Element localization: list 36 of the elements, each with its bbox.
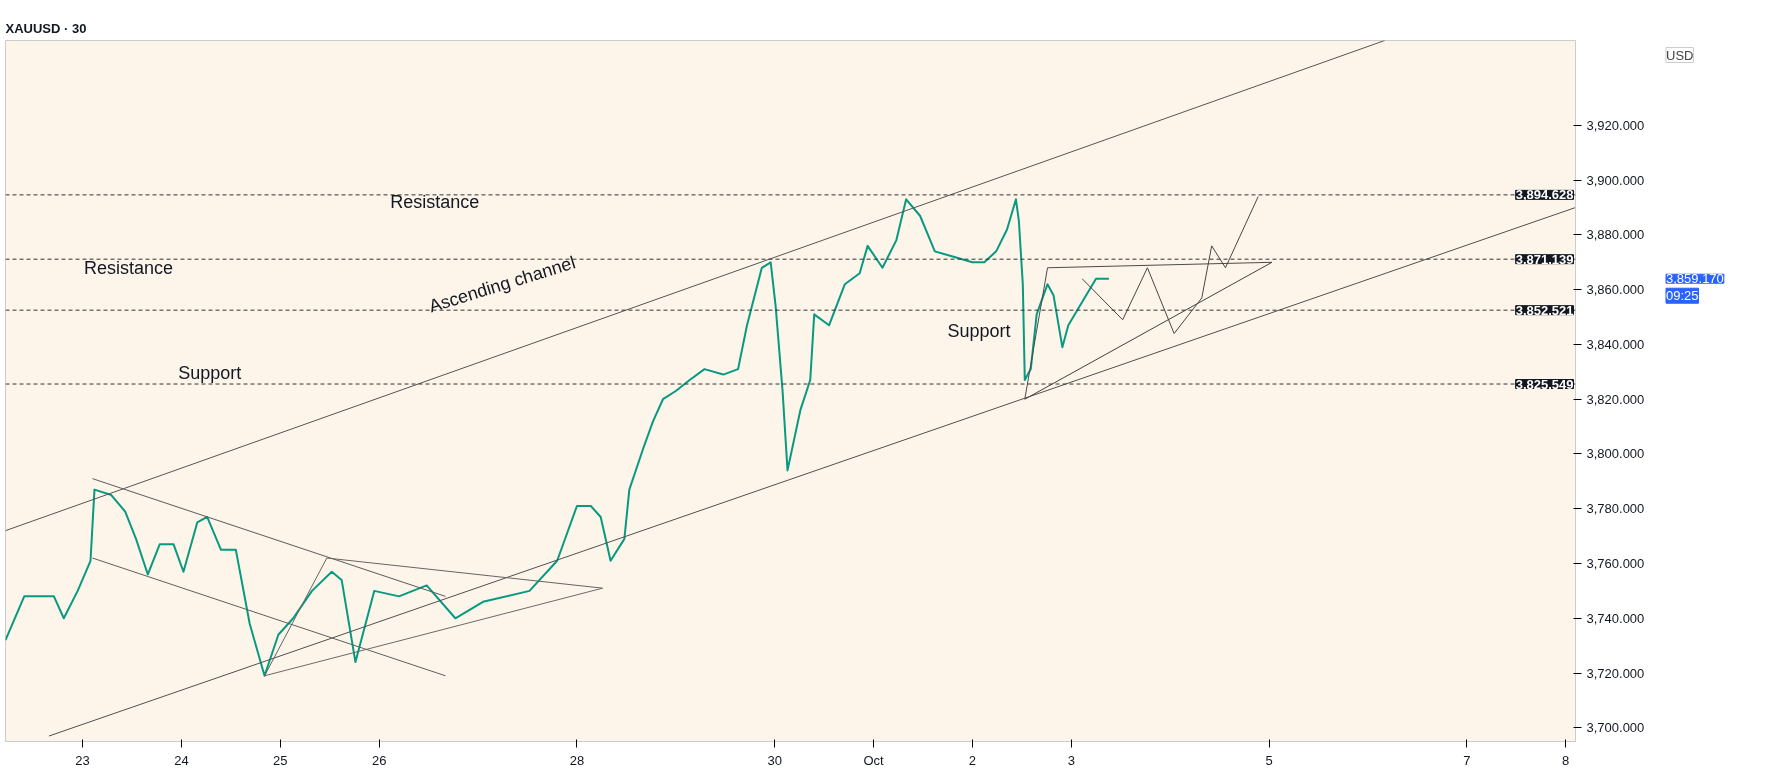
y-tick-label: 3,760.000 — [1586, 556, 1645, 572]
x-tick-label: 26 — [371, 752, 387, 768]
y-tick-label: 3,820.000 — [1586, 391, 1645, 407]
ref-line-label: 3,825.549 — [1515, 376, 1574, 392]
y-tick-label: 3,800.000 — [1586, 446, 1645, 462]
x-tick-label: 30 — [767, 752, 782, 768]
x-tick-label: 2 — [968, 752, 977, 768]
x-tick-label: 24 — [174, 752, 189, 768]
x-tick-label: 23 — [75, 752, 90, 768]
y-tick-label: 3,900.000 — [1586, 172, 1645, 188]
y-tick-label: 3,920.000 — [1586, 117, 1645, 133]
y-tick-label: 3,780.000 — [1586, 501, 1645, 517]
y-tick-label: 3,880.000 — [1586, 227, 1645, 243]
x-tick-label: 3 — [1067, 752, 1075, 768]
x-tick-label: 7 — [1463, 752, 1471, 768]
x-tick-label: 25 — [273, 752, 288, 768]
y-tick-label: 3,840.000 — [1586, 336, 1645, 352]
x-tick-label: Oct — [863, 752, 885, 768]
annotation: Resistance — [390, 191, 480, 212]
annotation: Resistance — [84, 258, 174, 279]
annotation: Support — [947, 321, 1011, 342]
ref-line-label: 3,871.139 — [1515, 251, 1574, 267]
x-tick-label: 28 — [569, 752, 585, 768]
y-tick-label: 3,720.000 — [1586, 665, 1645, 681]
y-tick-label: 3,700.000 — [1586, 720, 1645, 736]
ref-line-label: 3,852.521 — [1515, 302, 1574, 318]
text: 09:25 — [1666, 288, 1699, 304]
x-tick-label: 8 — [1562, 752, 1570, 768]
x-tick-label: 5 — [1265, 752, 1273, 768]
annotation: Support — [178, 363, 242, 384]
chart-title: XAUUSD · 30 — [5, 20, 87, 36]
y-axis-title: USD — [1666, 47, 1694, 63]
y-tick-label: 3,740.000 — [1586, 610, 1645, 626]
text: 3,859.170 — [1666, 271, 1724, 287]
y-tick-label: 3,860.000 — [1586, 282, 1645, 298]
ref-line-label: 3,894.628 — [1515, 187, 1574, 203]
